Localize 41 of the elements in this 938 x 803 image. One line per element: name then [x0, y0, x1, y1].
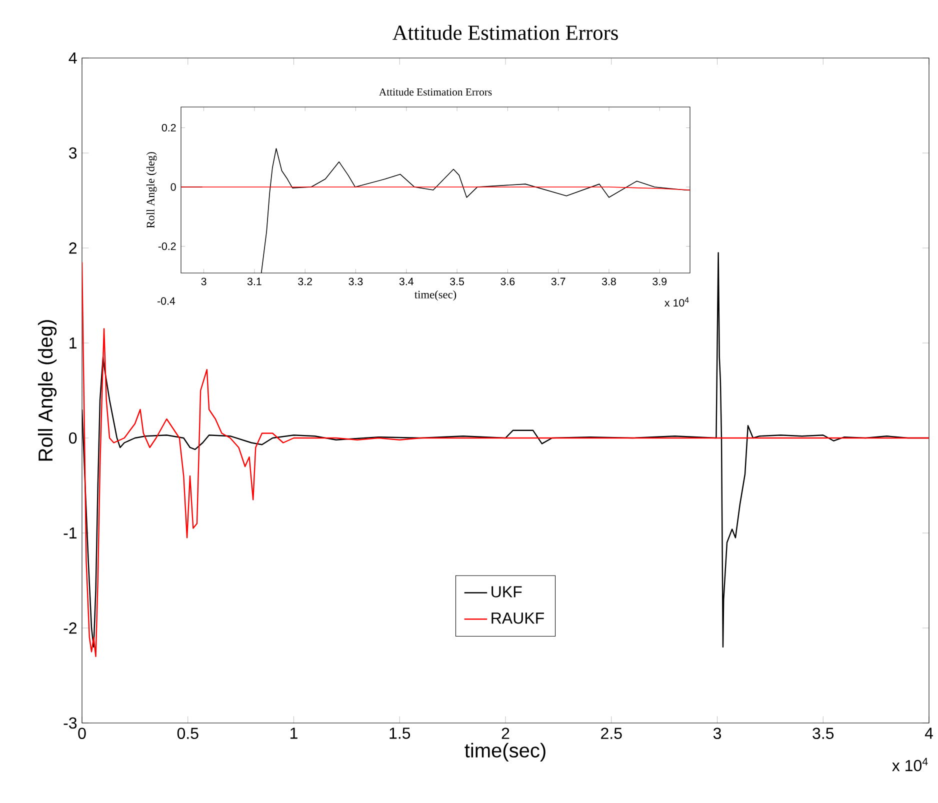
x-tick-label: 3.5	[812, 728, 834, 740]
y-tick-label: 0	[69, 432, 77, 444]
x-tick-label: 1.5	[390, 728, 410, 739]
y-tick-label: 1	[70, 338, 77, 348]
legend-label: RAUKF	[492, 612, 544, 624]
x-tick-label: 3.5	[450, 278, 464, 286]
y-tick-label: -2	[64, 622, 76, 634]
x-tick-label: 3.6	[500, 278, 515, 286]
x-tick-label: 2.5	[601, 728, 622, 740]
x-tick-label: 2	[502, 728, 510, 739]
y-tick-label: -3	[64, 717, 77, 729]
x-tick-label: 0	[78, 728, 86, 740]
legend-label: UKF	[492, 586, 522, 598]
y-axis-title: Roll Angle (deg)	[146, 152, 157, 228]
y-tick-label: 0	[170, 183, 176, 191]
x-tick-label: 3.9	[652, 278, 667, 286]
x-tick-label: 3	[201, 278, 206, 286]
x-axis-title: time(sec)	[414, 290, 456, 301]
y-tick-label: 3	[69, 147, 77, 159]
x-tick-label: 3.3	[348, 278, 363, 286]
y-axis-title: Roll Angle (deg)	[38, 320, 57, 461]
y-tick-label: 0.2	[162, 124, 176, 132]
chart-title: Attitude Estimation Errors	[392, 24, 618, 40]
x-tick-label: 1	[290, 728, 298, 739]
x-tick-label: 0.5	[177, 728, 198, 740]
x-axis-title: time(sec)	[464, 742, 546, 762]
annotation: x 10$^{4}$	[664, 297, 689, 307]
y-tick-label: -0.2	[158, 242, 176, 250]
chart-title: Attitude Estimation Errors	[379, 88, 492, 96]
x-tick-label: 3.8	[602, 278, 616, 286]
x-tick-label: 3.4	[399, 278, 414, 286]
text: x 10$^{4}$	[892, 758, 928, 772]
y-tick-label: 4	[68, 52, 77, 64]
y-tick-label: 2	[69, 242, 76, 254]
x-tick-label: 3.7	[551, 278, 566, 286]
x-tick-label: 3	[713, 728, 722, 740]
x-tick-label: 3.1	[247, 278, 262, 286]
annotation: -0.4	[158, 297, 176, 305]
y-tick-label: -1	[64, 528, 77, 538]
x-tick-label: 3.2	[298, 278, 312, 286]
x-tick-label: 4	[924, 728, 933, 739]
